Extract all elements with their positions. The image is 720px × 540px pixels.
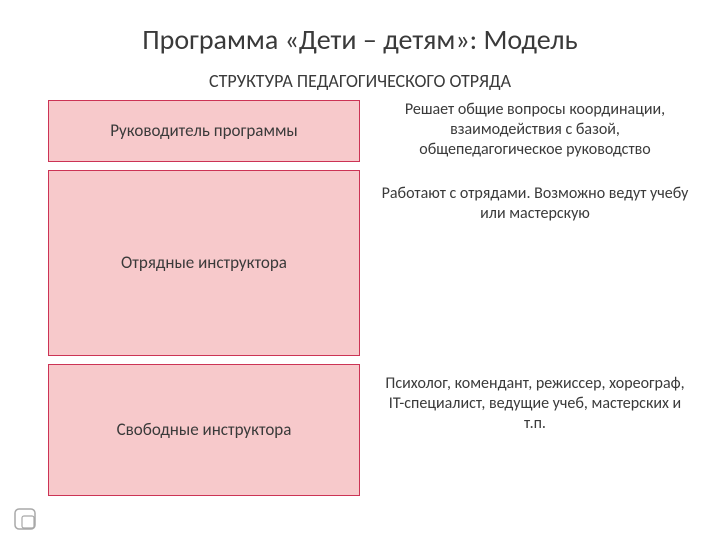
desc-free: Психолог, комендант, режиссер, хореограф… (380, 374, 690, 434)
box-free: Свободные инструктора (48, 364, 360, 496)
box-leader: Руководитель программы (48, 100, 360, 162)
desc-leader: Решает общие вопросы координации, взаимо… (380, 100, 690, 160)
box-free-label: Свободные инструктора (117, 420, 292, 440)
box-instructors: Отрядные инструктора (48, 170, 360, 356)
page-title: Программа «Дети – детям»: Модель (0, 22, 720, 57)
box-leader-label: Руководитель программы (110, 121, 298, 141)
desc-instructors: Работают с отрядами. Возможно ведут учеб… (380, 184, 690, 224)
corner-decoration (14, 508, 36, 530)
subtitle: СТРУКТУРА ПЕДАГОГИЧЕСКОГО ОТРЯДА (0, 70, 720, 92)
box-instructors-label: Отрядные инструктора (121, 253, 287, 273)
